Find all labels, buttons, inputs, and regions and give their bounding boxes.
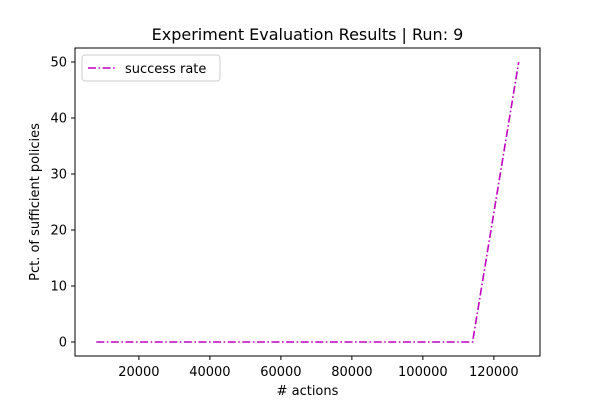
x-tick-label: 20000: [118, 365, 159, 380]
y-tick-label: 30: [50, 168, 67, 183]
x-tick-label: 120000: [469, 365, 519, 380]
x-tick-label: 40000: [189, 365, 230, 380]
x-tick-label: 100000: [398, 365, 448, 380]
y-tick-label: 20: [50, 224, 67, 239]
x-axis-ticks: 20000 40000 60000 80000 100000 120000: [118, 356, 519, 380]
y-axis-label: Pct. of sufficient policies: [28, 123, 43, 281]
legend-label-success-rate: success rate: [125, 62, 206, 77]
y-tick-label: 0: [59, 336, 67, 351]
x-tick-label: 60000: [260, 365, 301, 380]
series-layer: [96, 61, 520, 343]
y-axis-ticks: 0 10 20 30 40 50: [50, 56, 75, 351]
y-tick-label: 50: [50, 56, 67, 71]
series-line-success-rate: [96, 61, 520, 343]
legend: success rate: [81, 54, 221, 82]
y-tick-label: 40: [50, 112, 67, 127]
y-tick-label: 10: [50, 280, 67, 295]
x-tick-label: 80000: [331, 365, 372, 380]
chart-title: Experiment Evaluation Results | Run: 9: [152, 25, 464, 44]
x-axis-label: # actions: [277, 384, 339, 399]
legend-box: [81, 54, 221, 82]
plot-area-frame: [74, 47, 541, 357]
